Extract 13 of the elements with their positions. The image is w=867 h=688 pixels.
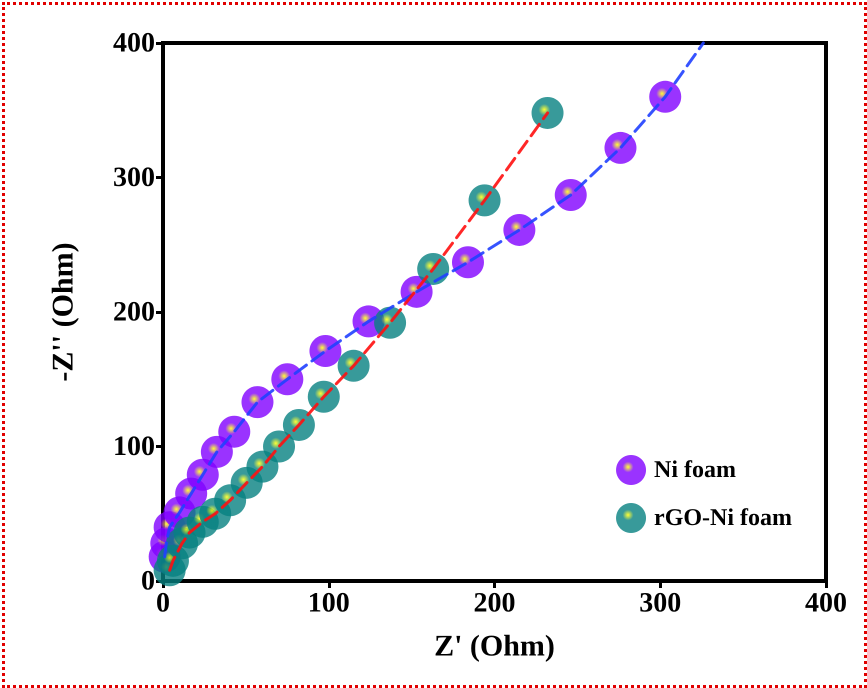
x-tick-label: 300 — [639, 588, 682, 618]
y-tick-label: 200 — [113, 296, 155, 328]
x-tick-label: 100 — [308, 588, 350, 618]
x-tick-label: 400 — [805, 588, 847, 618]
x-axis-title: Z' (Ohm) — [434, 630, 555, 662]
legend-label: Ni foam — [654, 457, 736, 483]
y-tick-label: 100 — [113, 431, 155, 462]
x-tick-label: 200 — [474, 588, 516, 618]
y-axis-title: -Z'' (Ohm) — [46, 242, 80, 382]
y-tick-label: 300 — [113, 162, 155, 193]
y-tick-label: 400 — [113, 28, 155, 58]
legend-label: rGO-Ni foam — [654, 505, 792, 531]
y-tick-label: 0 — [141, 566, 155, 596]
